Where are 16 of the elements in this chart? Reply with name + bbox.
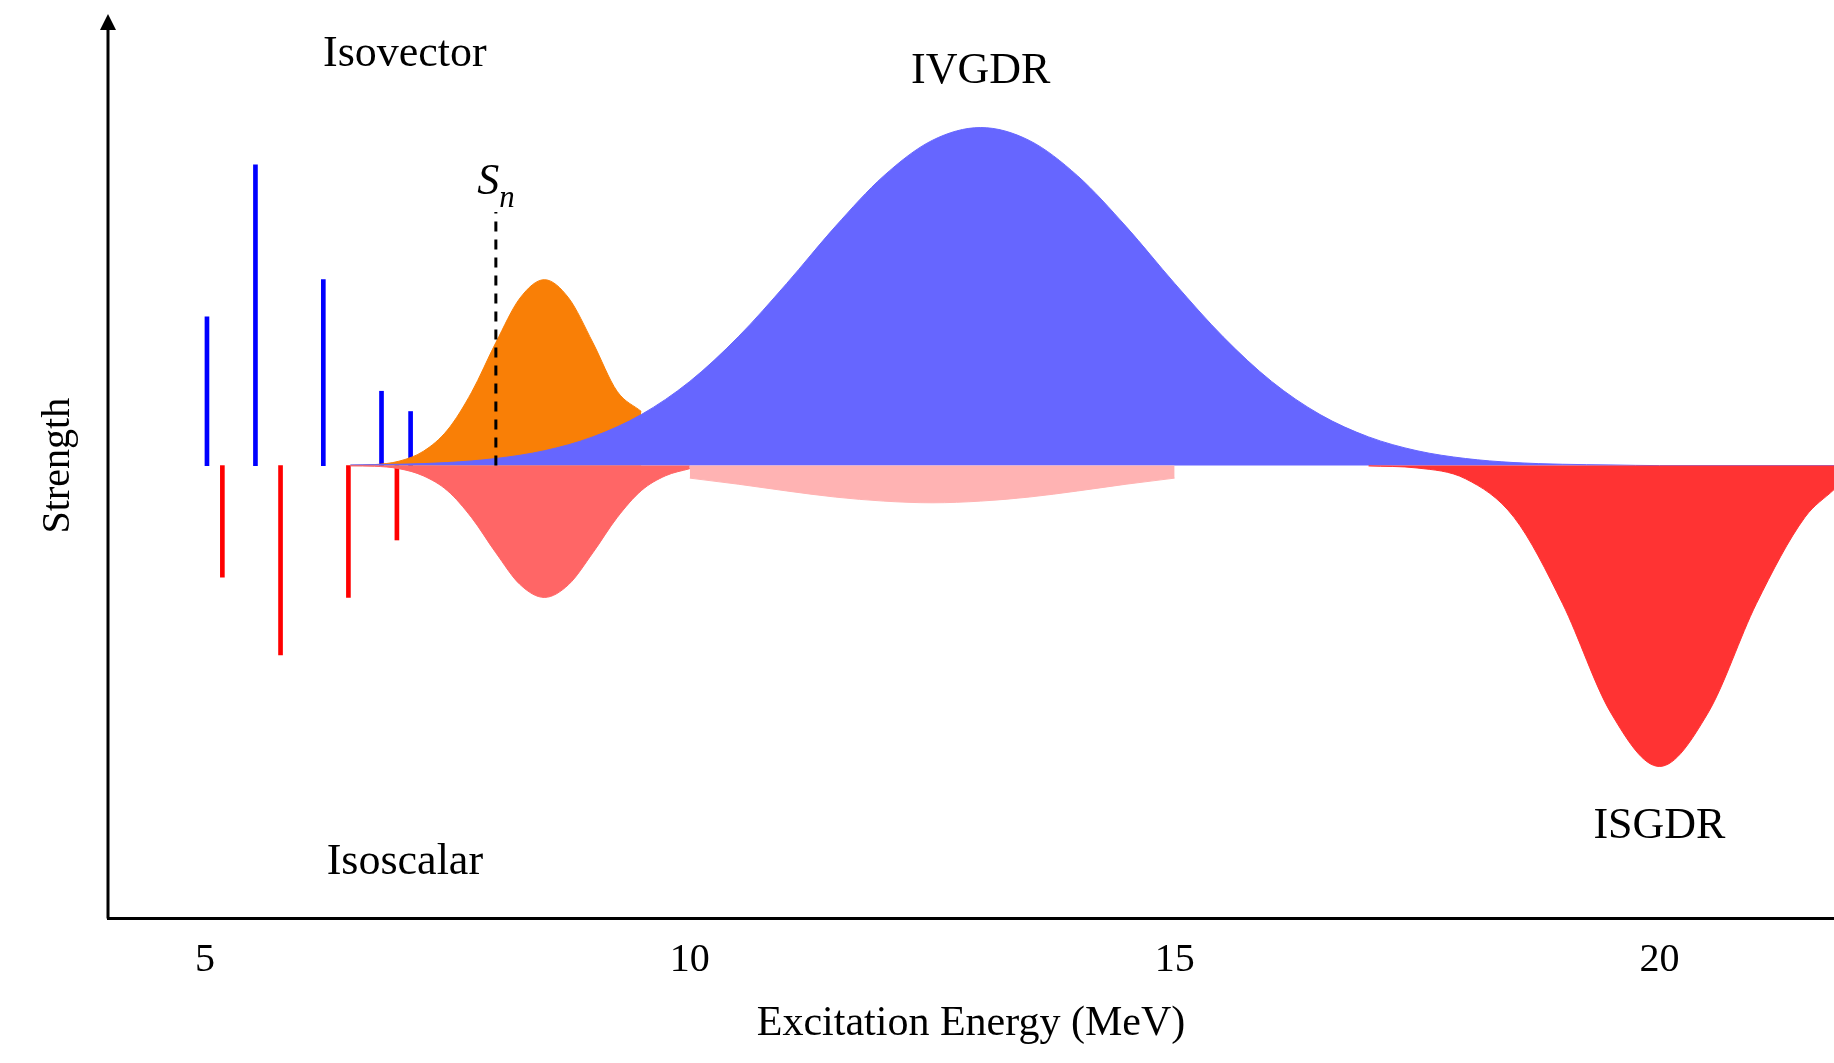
text: Isovector <box>323 26 488 76</box>
y-axis-title: Strength <box>32 397 78 534</box>
x-tick-label: 20 <box>1639 935 1680 981</box>
bar <box>220 465 225 578</box>
bar <box>253 164 258 466</box>
annotation: ISGDR <box>1593 799 1727 849</box>
text: Isoscalar <box>326 835 484 885</box>
bar <box>278 465 283 656</box>
x-tick-label: 10 <box>669 935 710 981</box>
x-tick-label: 5 <box>194 935 215 981</box>
x-tick-label: 15 <box>1154 935 1195 981</box>
bar <box>321 279 326 466</box>
bar <box>379 390 384 466</box>
bar <box>346 465 351 598</box>
x-axis-title: Excitation Energy (MeV) <box>756 997 1186 1045</box>
annotation: IVGDR <box>911 44 1052 94</box>
